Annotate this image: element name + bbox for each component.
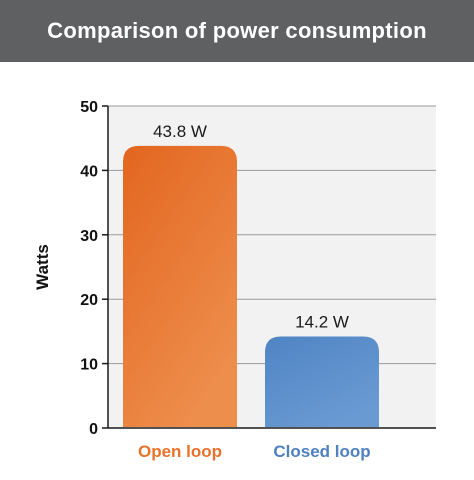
chart-title: Comparison of power consumption <box>47 18 427 43</box>
category-label: Open loop <box>138 442 222 461</box>
y-tick-label: 40 <box>80 163 98 180</box>
bar-closed-loop <box>265 336 379 427</box>
data-label: 43.8 W <box>153 122 207 141</box>
category-label: Closed loop <box>273 442 370 461</box>
y-tick-label: 30 <box>80 228 98 245</box>
y-tick-label: 0 <box>89 421 98 438</box>
data-label: 14.2 W <box>295 313 349 332</box>
labels: 0 10 20 30 40 50 43.8 W Open loop 14.2 W Closed l… <box>80 99 370 461</box>
y-tick-label: 20 <box>80 292 98 309</box>
bars <box>123 145 379 427</box>
chart-area: 0 10 20 30 40 50 43.8 W Open loop 14.2 W Closed l… <box>0 62 474 480</box>
y-tick-label: 10 <box>80 357 98 374</box>
y-tick-label: 50 <box>80 99 98 116</box>
y-axis-label: Watts <box>33 244 52 290</box>
bar-open-loop <box>123 145 237 427</box>
chart-title-bar: Comparison of power consumption <box>0 0 474 62</box>
bar-chart: 0 10 20 30 40 50 43.8 W Open loop 14.2 W Closed l… <box>33 99 436 461</box>
